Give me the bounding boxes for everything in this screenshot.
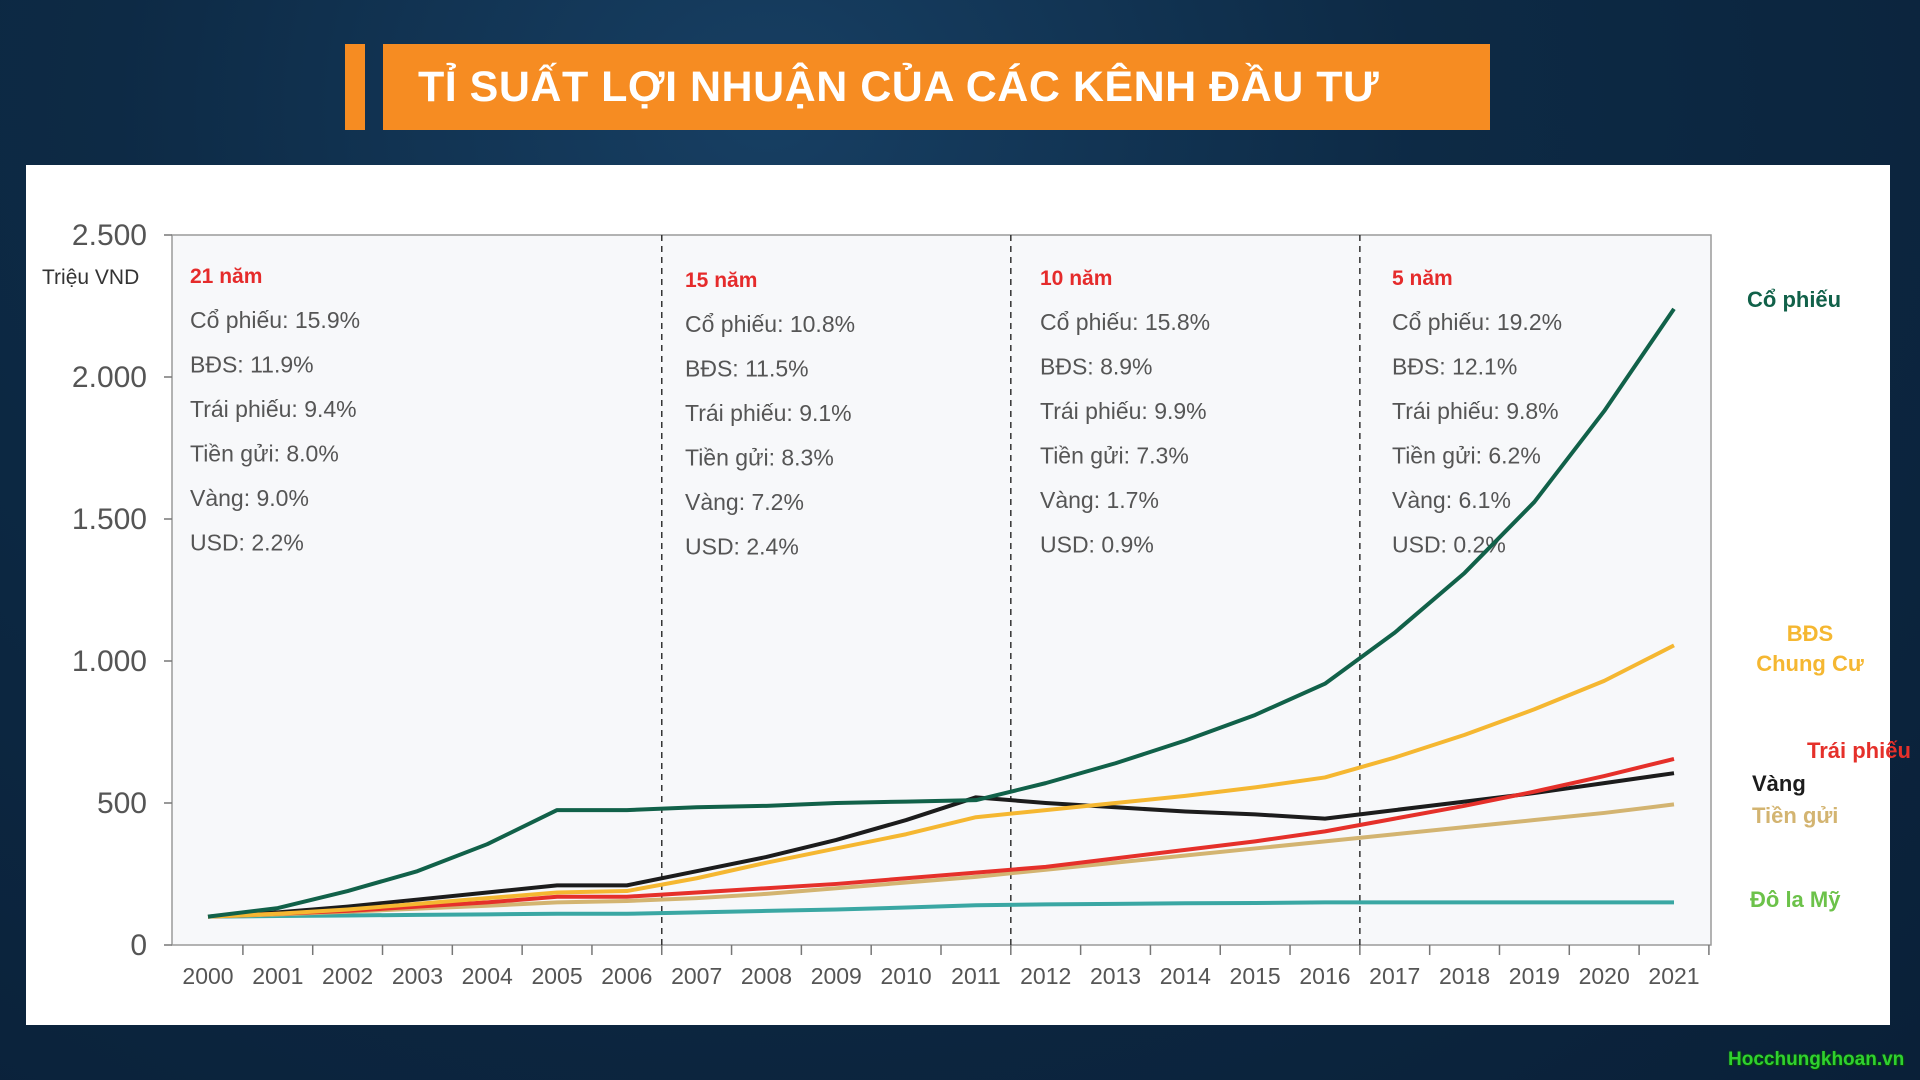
period-return-text: BĐS: 11.5% (685, 356, 809, 382)
x-tick-label: 2003 (392, 963, 443, 989)
period-return-text: Cổ phiếu: 15.8% (1040, 309, 1210, 335)
x-tick-label: 2006 (601, 963, 652, 989)
period-return-text: USD: 0.2% (1392, 532, 1506, 558)
period-return-text: BĐS: 8.9% (1040, 354, 1153, 380)
x-tick-label: 2001 (252, 963, 303, 989)
x-tick-label: 2010 (881, 963, 932, 989)
x-tick-label: 2005 (531, 963, 582, 989)
period-return-text: Cổ phiếu: 19.2% (1392, 309, 1562, 335)
period-return-text: Tiền gửi: 8.3% (685, 445, 834, 471)
period-return-text: Tiền gửi: 6.2% (1392, 443, 1541, 469)
period-return-text: Vàng: 7.2% (685, 489, 804, 515)
x-tick-label: 2004 (462, 963, 513, 989)
series-line-Trái phiếu (207, 757, 1675, 919)
period-heading: 21 năm (190, 265, 262, 288)
x-tick-label: 2008 (741, 963, 792, 989)
x-tick-label: 2013 (1090, 963, 1141, 989)
series-label: Cổ phiếu (1747, 287, 1841, 312)
series-label: BĐS (1787, 621, 1833, 646)
period-heading: 10 năm (1040, 267, 1112, 290)
x-tick-label: 2002 (322, 963, 373, 989)
y-tick-label: 2.000 (72, 361, 147, 394)
period-return-text: BĐS: 12.1% (1392, 354, 1517, 380)
series-line-Đô la Mỹ (207, 900, 1674, 919)
x-tick-label: 2014 (1160, 963, 1211, 989)
x-tick-label: 2020 (1579, 963, 1630, 989)
plot-area (171, 234, 1712, 946)
y-tick-label: 1.000 (72, 645, 147, 678)
series-label: Trái phiếu (1807, 738, 1911, 763)
period-return-text: Cổ phiếu: 15.9% (190, 307, 360, 333)
x-tick-label: 2015 (1230, 963, 1281, 989)
period-return-text: BĐS: 11.9% (190, 352, 314, 378)
title-banner: TỈ SUẤT LỢI NHUẬN CỦA CÁC KÊNH ĐẦU TƯ (383, 44, 1490, 130)
x-tick-label: 2017 (1369, 963, 1420, 989)
period-return-text: Vàng: 9.0% (190, 485, 309, 511)
period-return-text: USD: 2.4% (685, 534, 799, 560)
period-heading: 5 năm (1392, 267, 1453, 290)
y-axis-label: Triệu VND (42, 266, 139, 289)
period-return-text: Vàng: 1.7% (1040, 487, 1159, 513)
period-return-text: Tiền gửi: 7.3% (1040, 443, 1189, 469)
period-return-text: Tiền gửi: 8.0% (190, 441, 339, 467)
y-tick-label: 500 (97, 787, 147, 820)
watermark: Hocchungkhoan.vn (1728, 1049, 1905, 1070)
title-accent-bar (345, 44, 365, 130)
period-return-text: USD: 2.2% (190, 530, 304, 556)
series-line-BĐS Chung Cư (207, 643, 1675, 919)
period-return-text: Trái phiếu: 9.8% (1392, 398, 1559, 424)
x-tick-label: 2000 (182, 963, 233, 989)
x-tick-label: 2016 (1299, 963, 1350, 989)
x-tick-label: 2007 (671, 963, 722, 989)
y-tick-label: 1.500 (72, 503, 147, 536)
period-return-text: USD: 0.9% (1040, 532, 1154, 558)
x-tick-label: 2011 (951, 963, 1000, 989)
period-return-text: Vàng: 6.1% (1392, 487, 1511, 513)
x-tick-label: 2012 (1020, 963, 1071, 989)
period-return-text: Trái phiếu: 9.1% (685, 400, 852, 426)
period-return-text: Trái phiếu: 9.9% (1040, 398, 1207, 424)
x-tick-label: 2009 (811, 963, 862, 989)
series-line-Cổ phiếu (207, 307, 1676, 919)
series-label: Tiền gửi (1752, 803, 1838, 828)
y-tick-label: 0 (130, 929, 147, 962)
period-return-text: Cổ phiếu: 10.8% (685, 311, 855, 337)
series-label: Chung Cư (1756, 651, 1864, 676)
x-tick-label: 2021 (1648, 963, 1699, 989)
period-return-text: Trái phiếu: 9.4% (190, 396, 357, 422)
page-title: TỈ SUẤT LỢI NHUẬN CỦA CÁC KÊNH ĐẦU TƯ (418, 62, 1380, 111)
series-label: Đô la Mỹ (1750, 887, 1841, 912)
y-tick-label: 2.500 (72, 219, 147, 252)
period-heading: 15 năm (685, 269, 757, 292)
series-line-Tiền gửi (207, 802, 1675, 919)
series-line-Vàng (207, 771, 1675, 919)
series-label: Vàng (1752, 771, 1806, 796)
x-tick-label: 2019 (1509, 963, 1560, 989)
x-tick-label: 2018 (1439, 963, 1490, 989)
